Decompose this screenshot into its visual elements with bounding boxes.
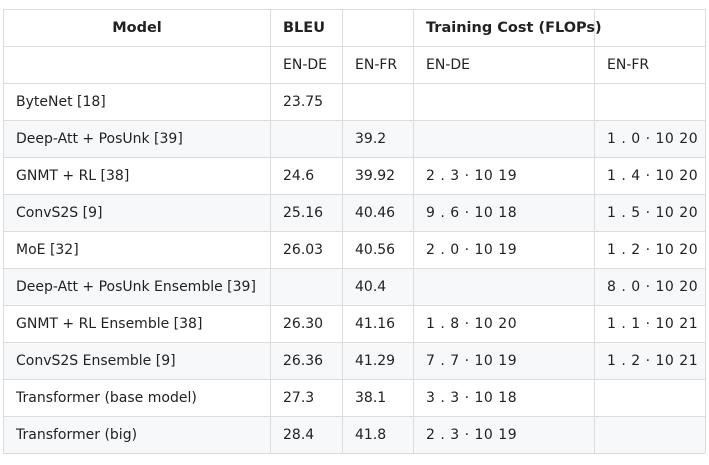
table-row: Transformer (base model) 27.3 38.1 3 . 3… [3, 379, 706, 417]
header-training-cost: Training Cost (FLOPs) [413, 9, 602, 47]
table-row: Deep-Att + PosUnk Ensemble [39] 40.4 8 .… [3, 268, 706, 306]
cell-bleu-en-fr [342, 83, 414, 121]
cell-model: Deep-Att + PosUnk [39] [3, 120, 271, 158]
cell-cost-en-de: 9 . 6 · 10 18 [413, 194, 595, 232]
cell-bleu-en-de: 26.36 [270, 342, 343, 380]
cell-cost-en-fr: 8 . 0 · 10 20 [594, 268, 706, 306]
header-row: Model BLEU Training Cost (FLOPs) [3, 9, 706, 47]
cell-cost-en-de [413, 83, 595, 121]
cell-cost-en-fr [594, 83, 706, 121]
header-empty [342, 9, 414, 47]
cell-model: MoE [32] [3, 231, 271, 269]
cell-cost-en-de: 7 . 7 · 10 19 [413, 342, 595, 380]
cell-cost-en-de: 2 . 0 · 10 19 [413, 231, 595, 269]
cell-cost-en-fr: 1 . 0 · 10 20 [594, 120, 706, 158]
cell-model: Deep-Att + PosUnk Ensemble [39] [3, 268, 271, 306]
cell-cost-en-de: 1 . 8 · 10 20 [413, 305, 595, 343]
subheader-row: EN-DE EN-FR EN-DE EN-FR [3, 46, 706, 84]
cell-bleu-en-de: 27.3 [270, 379, 343, 417]
cell-cost-en-de: 2 . 3 · 10 19 [413, 416, 595, 454]
cell-cost-en-fr: 1 . 5 · 10 20 [594, 194, 706, 232]
cell-cost-en-fr: 1 . 4 · 10 20 [594, 157, 706, 195]
cell-cost-en-fr: 1 . 1 · 10 21 [594, 305, 706, 343]
subheader-bleu-en-de: EN-DE [270, 46, 343, 84]
cell-model: Transformer (big) [3, 416, 271, 454]
table-row: ConvS2S Ensemble [9] 26.36 41.29 7 . 7 ·… [3, 342, 706, 380]
header-model: Model [3, 9, 271, 47]
cell-bleu-en-fr: 41.16 [342, 305, 414, 343]
cell-model: GNMT + RL Ensemble [38] [3, 305, 271, 343]
subheader-cost-en-fr: EN-FR [594, 46, 706, 84]
cell-cost-en-de [413, 120, 595, 158]
cell-cost-en-fr: 1 . 2 · 10 20 [594, 231, 706, 269]
cell-bleu-en-de: 28.4 [270, 416, 343, 454]
subheader-model [3, 46, 271, 84]
table-row: GNMT + RL Ensemble [38] 26.30 41.16 1 . … [3, 305, 706, 343]
table-row: Deep-Att + PosUnk [39] 39.2 1 . 0 · 10 2… [3, 120, 706, 158]
cell-cost-en-de: 2 . 3 · 10 19 [413, 157, 595, 195]
subheader-cost-en-de: EN-DE [413, 46, 595, 84]
table-row: GNMT + RL [38] 24.6 39.92 2 . 3 · 10 19 … [3, 157, 706, 195]
results-table: Model BLEU Training Cost (FLOPs) EN-DE E… [3, 9, 706, 454]
cell-cost-en-fr: 1 . 2 · 10 21 [594, 342, 706, 380]
cell-bleu-en-de [270, 120, 343, 158]
cell-model: ConvS2S [9] [3, 194, 271, 232]
table-row: Transformer (big) 28.4 41.8 2 . 3 · 10 1… [3, 416, 706, 454]
table-row: MoE [32] 26.03 40.56 2 . 0 · 10 19 1 . 2… [3, 231, 706, 269]
cell-bleu-en-de: 25.16 [270, 194, 343, 232]
comparison-table-container: Model BLEU Training Cost (FLOPs) EN-DE E… [3, 9, 706, 454]
cell-bleu-en-fr: 39.2 [342, 120, 414, 158]
cell-cost-en-de: 3 . 3 · 10 18 [413, 379, 595, 417]
cell-cost-en-fr [594, 416, 706, 454]
subheader-bleu-en-fr: EN-FR [342, 46, 414, 84]
cell-bleu-en-fr: 41.8 [342, 416, 414, 454]
cell-cost-en-de [413, 268, 595, 306]
cell-bleu-en-fr: 39.92 [342, 157, 414, 195]
cell-bleu-en-fr: 40.56 [342, 231, 414, 269]
header-empty [594, 9, 706, 47]
cell-bleu-en-de: 26.30 [270, 305, 343, 343]
table-row: ByteNet [18] 23.75 [3, 83, 706, 121]
cell-bleu-en-fr: 40.46 [342, 194, 414, 232]
cell-model: GNMT + RL [38] [3, 157, 271, 195]
table-row: ConvS2S [9] 25.16 40.46 9 . 6 · 10 18 1 … [3, 194, 706, 232]
cell-bleu-en-fr: 40.4 [342, 268, 414, 306]
cell-bleu-en-fr: 41.29 [342, 342, 414, 380]
cell-bleu-en-de: 26.03 [270, 231, 343, 269]
header-bleu: BLEU [270, 9, 343, 47]
cell-model: Transformer (base model) [3, 379, 271, 417]
cell-model: ByteNet [18] [3, 83, 271, 121]
cell-model: ConvS2S Ensemble [9] [3, 342, 271, 380]
cell-bleu-en-de: 24.6 [270, 157, 343, 195]
cell-bleu-en-fr: 38.1 [342, 379, 414, 417]
cell-bleu-en-de [270, 268, 343, 306]
cell-bleu-en-de: 23.75 [270, 83, 343, 121]
cell-cost-en-fr [594, 379, 706, 417]
